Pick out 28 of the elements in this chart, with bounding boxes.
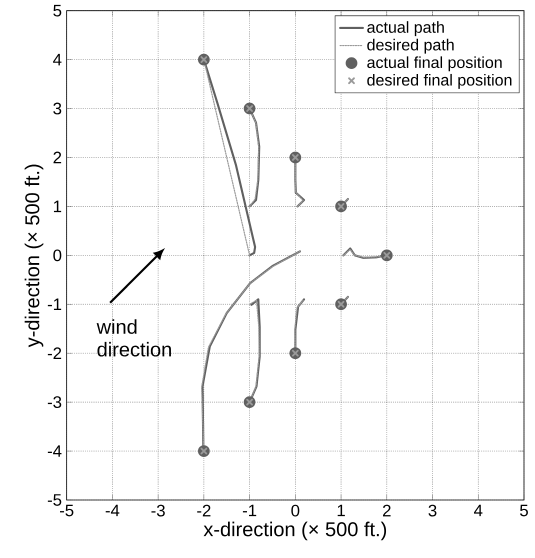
legend-label: actual path [367, 21, 444, 36]
legend-label: desired final position [367, 74, 512, 89]
x-tick-label: 5 [520, 504, 528, 516]
x-tick-label: -3 [151, 504, 165, 517]
y-tick-label: 4 [53, 54, 62, 66]
y-tick-label: 0 [53, 249, 62, 262]
x-tick-label: -4 [106, 504, 120, 516]
x-tick-label: -1 [242, 504, 256, 516]
y-tick-label: -5 [48, 494, 62, 506]
legend-label: actual final position [367, 56, 502, 72]
x-tick-label: 3 [428, 504, 436, 517]
legend-label: desired path [367, 38, 454, 54]
annotation: wind direction [96, 319, 171, 357]
y-tick-label: -4 [48, 445, 62, 457]
x-tick-label: -2 [197, 504, 210, 516]
x-tick-label: 1 [338, 504, 345, 516]
y-tick-label: 5 [53, 4, 62, 16]
x-axis-title: x-direction (× 500 ft.) [204, 522, 386, 540]
y-tick-label: 3 [53, 102, 62, 114]
y-tick-label: 1 [54, 200, 62, 212]
x-tick-label: 4 [474, 504, 482, 516]
y-tick-label: -2 [48, 347, 62, 360]
y-axis-title: y-direction (× 500 ft.) [24, 164, 44, 348]
y-tick-label: -1 [48, 298, 62, 310]
y-tick-label: 2 [54, 152, 62, 164]
x-tick-label: 2 [383, 504, 391, 516]
y-tick-label: -3 [48, 396, 62, 408]
x-tick-label: 0 [291, 504, 300, 517]
